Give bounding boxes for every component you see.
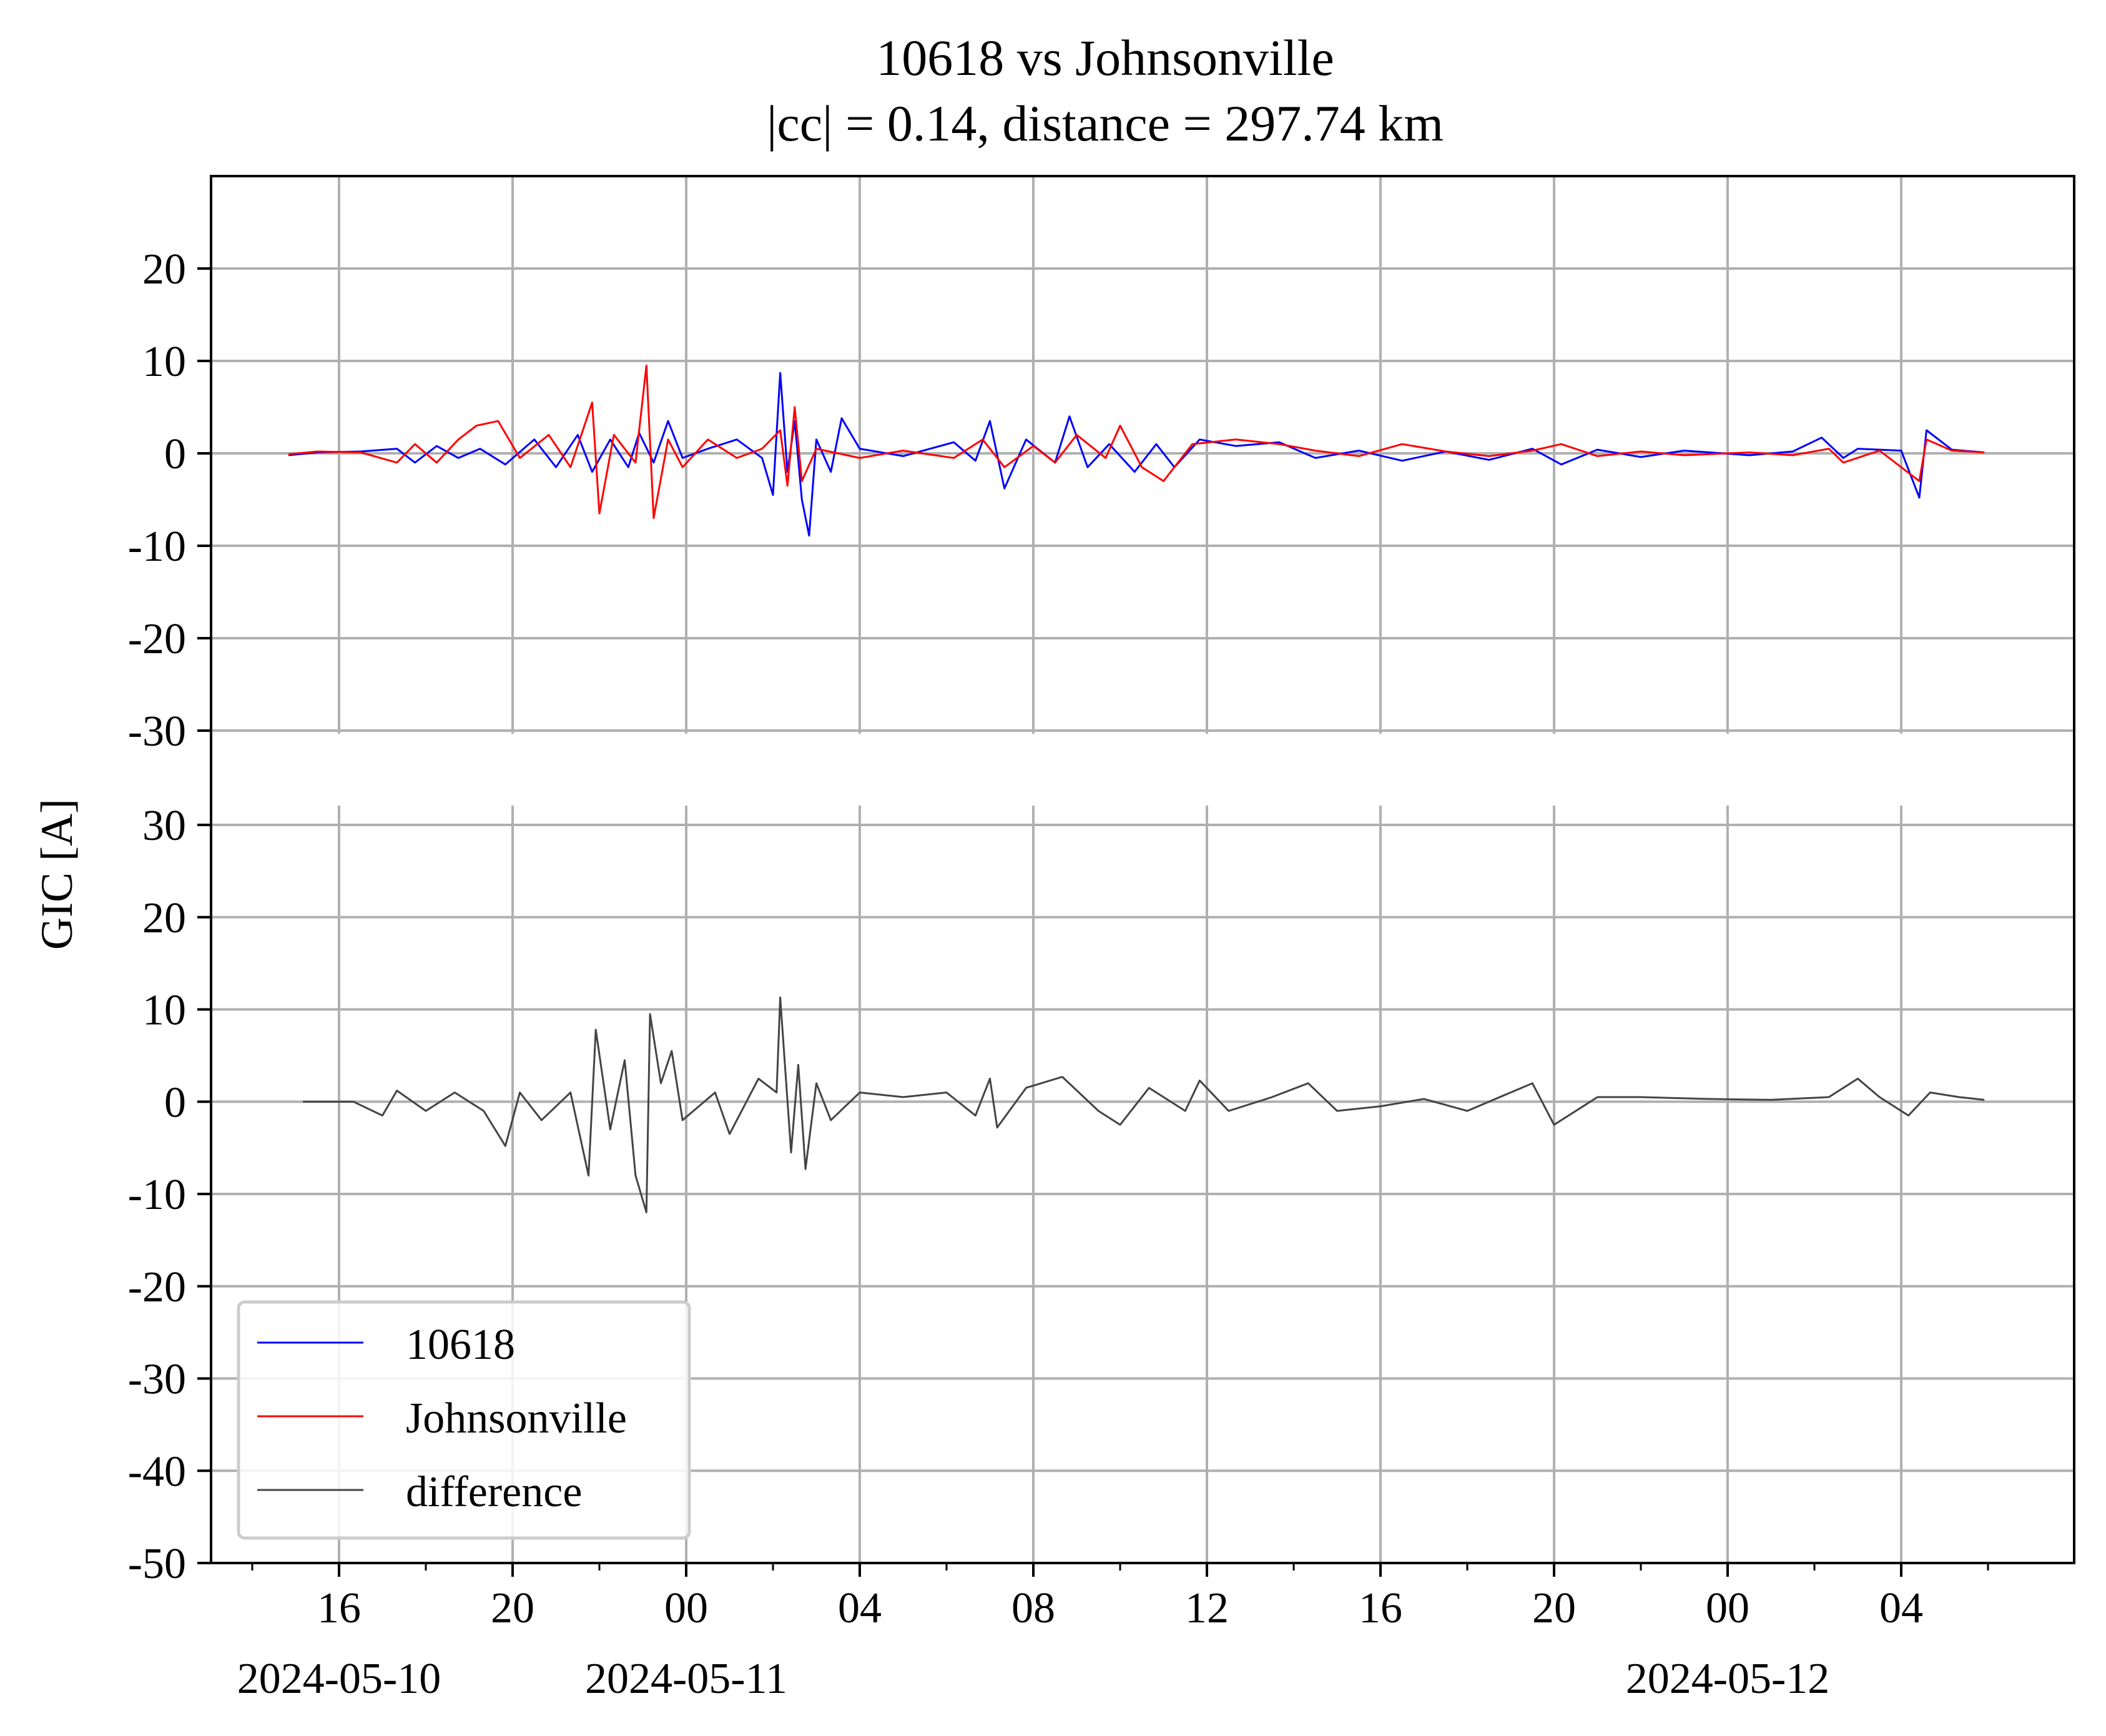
y-tick-label: -40 bbox=[128, 1447, 186, 1496]
y-tick-label: 0 bbox=[164, 430, 186, 478]
y-tick-label: 0 bbox=[164, 1078, 186, 1127]
y-tick-label: 30 bbox=[142, 802, 186, 850]
chart-subtitle: |cc| = 0.14, distance = 297.74 km bbox=[767, 95, 1444, 152]
x-tick-label: 04 bbox=[1879, 1584, 1923, 1632]
x-tick-label: 12 bbox=[1185, 1584, 1229, 1632]
x-tick-label: 04 bbox=[838, 1584, 882, 1632]
y-tick-label: -20 bbox=[128, 1263, 186, 1311]
axes bbox=[197, 175, 2075, 1577]
x-tick-label: 16 bbox=[317, 1584, 361, 1632]
y-tick-label: 10 bbox=[142, 338, 186, 386]
x-tick-labels: 16 2024-05-10 20 00 2024-05-11 04 08 12 16 20 00 20… bbox=[237, 1584, 1923, 1703]
y-tick-label: -30 bbox=[128, 708, 186, 756]
y-tick-label: 20 bbox=[142, 245, 186, 293]
y-axis-label: GIC [A] bbox=[32, 799, 82, 950]
legend-label-10618: 10618 bbox=[406, 1321, 515, 1369]
y-tick-label: -20 bbox=[128, 615, 186, 663]
chart-title: 10618 vs Johnsonville bbox=[876, 29, 1334, 86]
series-lines bbox=[288, 364, 1985, 1213]
y-tick-label: -30 bbox=[128, 1356, 186, 1404]
y-tick-label: 20 bbox=[142, 894, 186, 942]
y-tick-labels: 20 10 0 -10 -20 -30 30 20 10 0 -10 -20 -30 -40 -50 bbox=[128, 245, 186, 1588]
x-tick-label: 00 bbox=[664, 1584, 708, 1632]
y-tick-label: -50 bbox=[128, 1540, 186, 1588]
legend: 10618 Johnsonville difference bbox=[237, 1300, 691, 1540]
y-tick-label: -10 bbox=[128, 523, 186, 571]
y-tick-label: 10 bbox=[142, 987, 186, 1035]
x-date-label: 2024-05-12 bbox=[1626, 1655, 1830, 1703]
x-tick-label: 20 bbox=[1532, 1584, 1576, 1632]
x-tick-label: 00 bbox=[1706, 1584, 1749, 1632]
x-date-label: 2024-05-11 bbox=[585, 1655, 787, 1703]
axes-frame bbox=[210, 175, 2075, 1564]
y-tick-label: -10 bbox=[128, 1171, 186, 1219]
x-date-label: 2024-05-10 bbox=[237, 1655, 441, 1703]
x-tick-label: 08 bbox=[1011, 1584, 1055, 1632]
series-line-difference bbox=[303, 996, 1985, 1213]
legend-label-johnsonville: Johnsonville bbox=[406, 1394, 627, 1443]
series-line-johnsonville bbox=[288, 364, 1985, 520]
legend-label-difference: difference bbox=[406, 1468, 582, 1516]
x-tick-label: 20 bbox=[491, 1584, 534, 1632]
x-tick-label: 16 bbox=[1359, 1584, 1402, 1632]
